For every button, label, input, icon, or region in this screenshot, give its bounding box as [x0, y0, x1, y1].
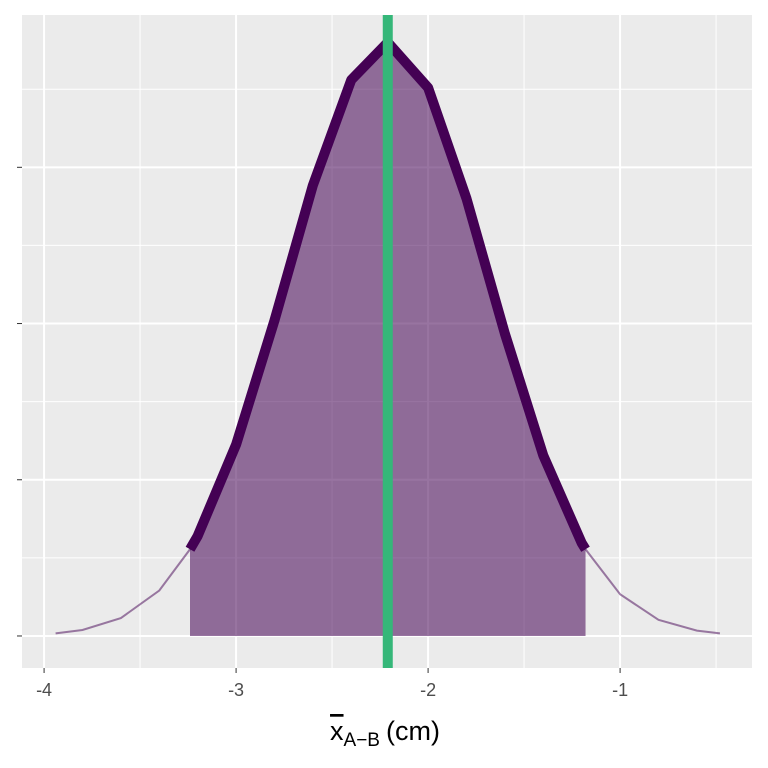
x-tick-label: -1 [612, 680, 628, 700]
x-axis-symbol: x [330, 716, 344, 746]
x-axis-unit: (cm) [386, 716, 440, 746]
x-axis-title: xA−B (cm) [330, 716, 440, 751]
x-tick-label: -3 [228, 680, 244, 700]
x-tick-label: -4 [36, 680, 52, 700]
x-axis-subscript: A−B [344, 730, 380, 751]
x-tick-label: -2 [420, 680, 436, 700]
